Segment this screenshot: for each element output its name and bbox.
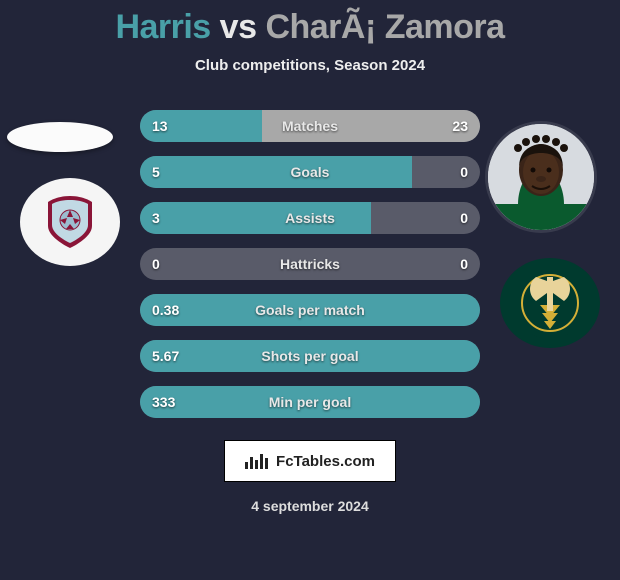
stat-row-goals: Goals5 0 xyxy=(140,156,480,188)
stat-value-right: 23 xyxy=(452,110,468,142)
stat-value-left: 0.38 xyxy=(152,294,179,326)
bars-icon xyxy=(245,454,270,469)
title-left: Harris xyxy=(115,8,210,46)
stat-value-left: 13 xyxy=(152,110,168,142)
watermark-text: FcTables.com xyxy=(276,453,375,470)
stat-label: Hattricks xyxy=(140,248,480,280)
stat-row-min-per-goal: Min per goal333 xyxy=(140,386,480,418)
stat-label: Assists xyxy=(140,202,480,234)
subtitle: Club competitions, Season 2024 xyxy=(0,57,620,74)
stat-value-right: 0 xyxy=(460,248,468,280)
title-right: CharÃ¡ Zamora xyxy=(265,8,504,46)
stat-value-right: 0 xyxy=(460,156,468,188)
stat-label: Min per goal xyxy=(140,386,480,418)
stat-value-left: 5 xyxy=(152,156,160,188)
stat-row-goals-per-match: Goals per match0.38 xyxy=(140,294,480,326)
stat-value-right: 0 xyxy=(460,202,468,234)
stat-label: Goals per match xyxy=(140,294,480,326)
watermark[interactable]: FcTables.com xyxy=(224,440,396,482)
date-label: 4 september 2024 xyxy=(0,498,620,514)
stat-value-left: 5.67 xyxy=(152,340,179,372)
stat-value-left: 3 xyxy=(152,202,160,234)
stat-label: Matches xyxy=(140,110,480,142)
comparison-title: Harris vs CharÃ¡ Zamora Harris vs CharÃ¡… xyxy=(0,0,620,47)
stat-row-matches: Matches13 23 xyxy=(140,110,480,142)
stat-row-assists: Assists3 0 xyxy=(140,202,480,234)
stat-row-shots-per-goal: Shots per goal5.67 xyxy=(140,340,480,372)
stat-label: Shots per goal xyxy=(140,340,480,372)
title-vs: vs xyxy=(211,8,266,46)
stat-value-left: 0 xyxy=(152,248,160,280)
stat-label: Goals xyxy=(140,156,480,188)
stat-row-hattricks: Hattricks0 0 xyxy=(140,248,480,280)
stat-rows-container: Matches1323Goals50Assists30Hattricks00Go… xyxy=(140,110,480,418)
stat-value-left: 333 xyxy=(152,386,175,418)
